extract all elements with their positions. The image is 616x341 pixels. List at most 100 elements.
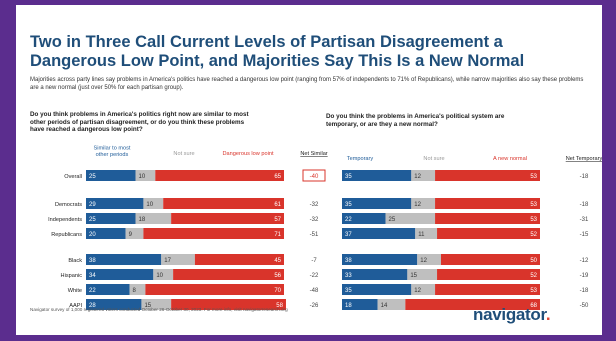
left-bar-value: 29: [89, 202, 96, 208]
row-label: Independents: [48, 217, 82, 223]
right-net-header: Net Temporary: [566, 156, 602, 162]
left-bar-value: 71: [274, 232, 281, 238]
right-bar-value: 52: [530, 232, 537, 238]
left-bar-value: 38: [89, 258, 96, 264]
right-bar-value: 68: [530, 303, 537, 309]
right-bar-segment: [437, 228, 540, 239]
left-bar-value: 34: [89, 273, 96, 279]
right-legend-first: Temporary: [347, 156, 374, 162]
right-bar-value: 37: [345, 232, 352, 238]
row-label: Democrats: [55, 202, 82, 208]
left-bar-value: 58: [276, 303, 283, 309]
right-legend-last: A new normal: [493, 156, 527, 162]
left-bar-segment: [161, 254, 195, 265]
left-bar-value: 15: [144, 303, 151, 309]
left-bar-segment: [86, 254, 162, 265]
right-bar-segment: [342, 269, 408, 280]
right-bar-segment: [435, 198, 540, 209]
right-bar-segment: [411, 284, 436, 295]
left-net-value: -32: [310, 217, 319, 223]
right-bar-value: 15: [410, 273, 417, 279]
right-net-value: -50: [580, 303, 589, 309]
right-bar-value: 35: [345, 202, 352, 208]
right-bar-value: 53: [530, 217, 537, 223]
left-bar-segment: [155, 170, 284, 181]
left-legend-not-sure: Not sure: [173, 151, 194, 157]
left-bar-segment: [163, 198, 284, 209]
left-bar-value: 10: [146, 202, 153, 208]
slide-subtitle: Majorities across party lines say proble…: [30, 77, 584, 91]
right-bar-segment: [411, 170, 436, 181]
right-bar-value: 53: [530, 174, 537, 180]
left-bar-segment: [86, 228, 126, 239]
logo-dot: .: [545, 305, 551, 324]
right-bar-value: 12: [414, 288, 421, 294]
left-net-highlight: [302, 169, 326, 182]
right-bar-segment: [411, 198, 436, 209]
left-bar-value: 10: [156, 273, 163, 279]
right-net-value: -19: [580, 273, 589, 279]
right-bar-segment: [342, 198, 412, 209]
left-bar-value: 9: [129, 232, 133, 238]
left-bar-value: 65: [274, 174, 281, 180]
left-bar-segment: [86, 213, 136, 224]
slide-title: Two in Three Call Current Levels of Part…: [30, 33, 525, 70]
left-legend-first: Similar to most other periods: [94, 146, 131, 159]
left-question: Do you think problems in America's polit…: [30, 111, 249, 133]
left-net-value: -26: [310, 303, 319, 309]
left-bar-segment: [171, 213, 284, 224]
row-label: Black: [68, 258, 82, 264]
left-bar-segment: [86, 170, 136, 181]
row-label: Overall: [64, 174, 82, 180]
right-bar-segment: [437, 269, 540, 280]
left-bar-segment: [143, 228, 284, 239]
right-bar-segment: [342, 213, 386, 224]
left-net-value: -32: [310, 202, 319, 208]
left-bar-value: 70: [274, 288, 281, 294]
left-bar-value: 20: [89, 232, 96, 238]
right-question: Do you think the problems in America's p…: [326, 113, 505, 128]
right-bar-segment: [441, 254, 540, 265]
left-net-value: -40: [310, 174, 319, 180]
right-bar-segment: [435, 284, 540, 295]
row-label: White: [68, 288, 82, 294]
left-bar-value: 8: [133, 288, 137, 294]
right-net-value: -12: [580, 258, 589, 264]
right-net-value: -18: [580, 174, 589, 180]
right-bar-value: 12: [420, 258, 427, 264]
right-bar-value: 12: [414, 174, 421, 180]
slide-card: Two in Three Call Current Levels of Part…: [16, 5, 602, 335]
right-bar-segment: [377, 299, 406, 310]
right-bar-segment: [342, 254, 418, 265]
left-bar-segment: [86, 198, 144, 209]
left-bar-value: 25: [89, 217, 96, 223]
navigator-logo: navigator.: [473, 305, 551, 325]
left-bar-value: 56: [274, 273, 281, 279]
right-bar-value: 25: [389, 217, 396, 223]
right-bar-segment: [342, 284, 412, 295]
right-bar-value: 38: [345, 258, 352, 264]
left-net-value: -22: [310, 273, 319, 279]
left-bar-value: 61: [274, 202, 281, 208]
left-net-value: -48: [310, 288, 319, 294]
right-bar-segment: [342, 299, 378, 310]
left-bar-segment: [173, 269, 284, 280]
left-net-header: Net Similar: [300, 151, 327, 157]
left-bar-segment: [86, 269, 154, 280]
right-bar-segment: [342, 228, 416, 239]
left-bar-value: 17: [164, 258, 171, 264]
left-bar-segment: [129, 284, 146, 295]
source-note: Navigator survey of 1,000 registered vot…: [30, 307, 288, 312]
left-bar-segment: [153, 269, 174, 280]
right-bar-value: 12: [414, 202, 421, 208]
right-bar-segment: [417, 254, 441, 265]
logo-text: navigator: [473, 305, 546, 324]
right-bar-value: 53: [530, 288, 537, 294]
right-bar-segment: [415, 228, 438, 239]
right-net-value: -31: [580, 217, 589, 223]
left-bar-segment: [135, 170, 156, 181]
left-bar-value: 18: [139, 217, 146, 223]
right-bar-value: 53: [530, 202, 537, 208]
right-bar-value: 11: [418, 232, 425, 238]
right-bar-value: 14: [381, 303, 388, 309]
